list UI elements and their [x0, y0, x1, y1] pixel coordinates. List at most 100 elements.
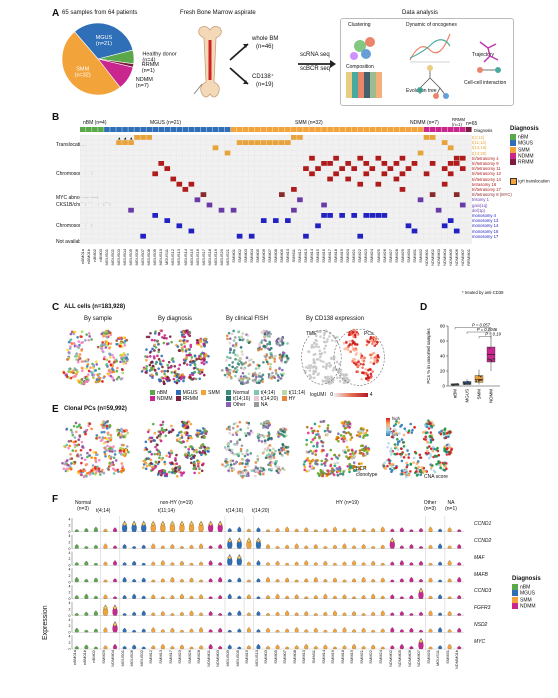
diagnosis-cell [441, 127, 448, 132]
oncoprint-bg-cell [248, 202, 255, 208]
oncoprint-bg-cell [290, 176, 297, 182]
oncoprint-bg-cell [97, 202, 104, 208]
oncoprint-bg-cell [128, 197, 134, 203]
umap-point [189, 422, 193, 426]
oncoprint-bg-cell [303, 202, 309, 208]
umap-point [254, 367, 258, 371]
oncoprint-bg-cell [116, 150, 122, 156]
oncoprint-sample-label: SMM18 [333, 249, 339, 263]
oncoprint-sample-label: MGUS19 [212, 249, 218, 266]
oncoprint-bg-cell [417, 181, 424, 187]
oncoprint-bg-cell [236, 202, 243, 208]
oncoprint-bg-cell [110, 160, 116, 166]
umap-point [427, 456, 431, 460]
violin [399, 560, 404, 566]
oncoprint-bg-cell [339, 145, 346, 151]
oncoprint-bg-cell [80, 155, 86, 161]
oncoprint-bg-cell [224, 171, 231, 177]
oncoprint-bg-cell [266, 218, 273, 224]
violin [457, 562, 462, 566]
oncoprint-bg-cell [206, 155, 213, 161]
logumi-label: logUMI [310, 392, 326, 398]
oncoprint-bg-cell [363, 140, 370, 146]
umap-point [389, 447, 393, 450]
umap-point [69, 439, 73, 443]
umap-point [364, 453, 368, 456]
oncoprint-event-cell [417, 197, 424, 203]
gene-ytick: 4 [69, 601, 71, 605]
oncoprint-bg-cell [405, 150, 412, 156]
oncoprint-bg-cell [266, 186, 273, 192]
oncoprint-bg-cell [218, 228, 225, 234]
oncoprint-bg-cell [104, 186, 110, 192]
oncoprint-bg-cell [212, 228, 219, 234]
oncoprint-bg-cell [297, 228, 303, 234]
umap-point [446, 447, 449, 450]
oncoprint-bg-cell [272, 186, 279, 192]
umap-point [407, 473, 410, 477]
umap-point [276, 467, 280, 471]
umap-point [316, 429, 320, 433]
oncoprint-bg-cell [351, 192, 358, 198]
diagnosis-cell [333, 127, 339, 132]
umap-point [281, 341, 285, 345]
umap-point [71, 369, 75, 372]
umap-point [161, 420, 165, 424]
violin [285, 595, 290, 599]
umap-point [312, 444, 315, 448]
umap-point [330, 339, 334, 342]
umap-point [282, 372, 286, 375]
oncoprint-bg-cell [110, 155, 116, 161]
umap-point [429, 447, 433, 451]
umap-point [357, 470, 361, 473]
umap-point [363, 465, 367, 469]
violin [93, 595, 98, 599]
oncoprint-bg-cell [435, 223, 442, 229]
violin [323, 629, 328, 633]
oncoprint-bg-cell [315, 134, 321, 140]
oncoprint-event-cell [128, 140, 134, 145]
umap-point [427, 427, 431, 430]
oncoprint-bg-cell [158, 171, 165, 177]
oncoprint-bg-cell [266, 228, 273, 234]
umap-point [407, 429, 411, 433]
umap-point [185, 353, 189, 357]
oncoprint-bg-cell [104, 207, 110, 213]
umap-point [400, 447, 403, 450]
umap-point [227, 469, 230, 472]
umap-point [226, 445, 230, 448]
violin [199, 594, 204, 599]
violin [447, 578, 452, 583]
umap-point [256, 454, 259, 458]
oncoprint-bg-cell [260, 186, 267, 192]
oncoprint-bg-cell [447, 233, 454, 239]
umap-point [140, 370, 144, 373]
oncoprint-event-cell [236, 140, 243, 145]
umap-point [142, 463, 146, 466]
oncoprint-bg-cell [297, 186, 303, 192]
violin [342, 594, 347, 599]
umap-point [321, 473, 325, 477]
umap-point [166, 379, 169, 383]
oncoprint-event-cell [423, 135, 430, 140]
umap-point [339, 472, 342, 476]
oncoprint-bg-cell [309, 145, 315, 151]
umap-point [369, 368, 372, 371]
violin [294, 579, 299, 583]
oncoprint-bg-cell [152, 238, 159, 244]
umap-point [347, 457, 351, 460]
umap-point [283, 360, 287, 364]
legend-swatch [201, 390, 207, 396]
umap-point [94, 471, 98, 475]
umap-point [348, 333, 351, 337]
oncoprint-bg-cell [465, 176, 472, 182]
umap-point [105, 427, 109, 430]
oncoprint-bg-cell [309, 186, 315, 192]
oncoprint-bg-cell [122, 228, 128, 234]
gene-ytick: 2 [69, 557, 71, 561]
umap-point [78, 435, 82, 438]
umap-point [275, 338, 279, 342]
oncoprint-sample-label: MGUS08 [146, 249, 152, 266]
umap-point [112, 456, 116, 460]
violin [132, 629, 137, 633]
